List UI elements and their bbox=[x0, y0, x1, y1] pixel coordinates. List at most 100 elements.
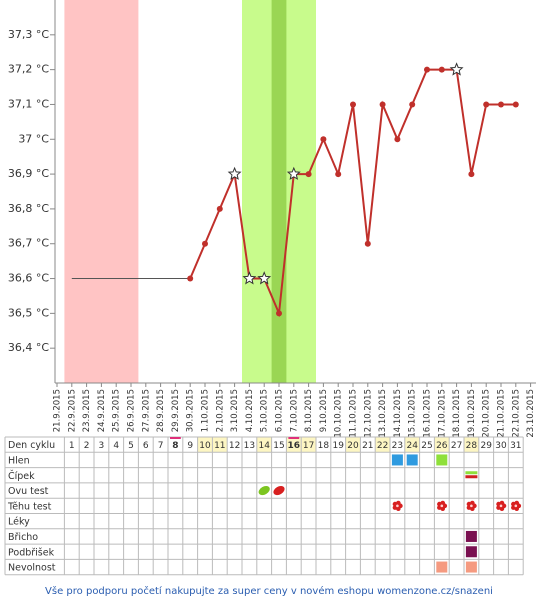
day-highlight bbox=[301, 437, 316, 453]
day-number: 12 bbox=[229, 441, 240, 451]
x-tick-label: 15.10.2015 bbox=[408, 389, 418, 438]
day-number: 5 bbox=[128, 441, 134, 451]
y-tick-label: 37,1 °C bbox=[8, 97, 49, 110]
x-tick-label: 20.10.2015 bbox=[482, 389, 492, 438]
x-tick-label: 27.9.2015 bbox=[141, 389, 151, 432]
dot-marker bbox=[512, 101, 519, 108]
day-number: 11 bbox=[214, 441, 225, 451]
dot-marker bbox=[379, 101, 386, 108]
day-marker bbox=[170, 437, 181, 439]
star-marker bbox=[449, 62, 464, 76]
salmon-square bbox=[436, 561, 448, 573]
row-label: Ovu test bbox=[8, 486, 49, 497]
day-number: 20 bbox=[347, 441, 359, 451]
x-tick-label: 10.10.2015 bbox=[334, 389, 344, 438]
x-tick-label: 25.9.2015 bbox=[112, 389, 122, 432]
dot-marker bbox=[187, 275, 194, 282]
flower-center bbox=[396, 504, 399, 508]
y-tick-label: 36,8 °C bbox=[8, 202, 49, 215]
day-number: 26 bbox=[436, 441, 448, 451]
green-red-bar bbox=[465, 475, 478, 479]
day-number: 16 bbox=[288, 441, 301, 451]
day-number: 1 bbox=[69, 441, 75, 451]
dot-marker bbox=[216, 205, 223, 212]
day-highlight bbox=[464, 437, 479, 453]
star-marker bbox=[257, 271, 272, 285]
x-tick-label: 22.9.2015 bbox=[67, 389, 77, 432]
x-tick-label: 24.9.2015 bbox=[97, 389, 107, 432]
dot-marker bbox=[305, 171, 312, 178]
day-number: 21 bbox=[362, 441, 373, 451]
day-number: 18 bbox=[318, 441, 330, 451]
dot-marker bbox=[438, 66, 445, 73]
x-tick-label: 18.10.2015 bbox=[452, 389, 462, 438]
dot-marker bbox=[409, 101, 416, 108]
day-number: 31 bbox=[510, 441, 521, 451]
row-label: Den cyklu bbox=[8, 440, 55, 451]
y-tick-label: 36,6 °C bbox=[8, 272, 49, 285]
day-number: 9 bbox=[187, 441, 193, 451]
x-tick-label: 17.10.2015 bbox=[437, 389, 447, 438]
bands bbox=[64, 0, 316, 383]
row-label: Podbřišek bbox=[8, 547, 55, 558]
day-highlight bbox=[434, 437, 450, 453]
x-tick-label: 5.10.2015 bbox=[260, 389, 270, 432]
dot-marker bbox=[468, 171, 475, 178]
day-number: 25 bbox=[421, 441, 432, 451]
day-highlight bbox=[345, 437, 361, 453]
x-tick-label: 9.10.2015 bbox=[319, 389, 329, 432]
flower-center bbox=[514, 504, 518, 508]
flower-center bbox=[440, 504, 444, 508]
day-number: 23 bbox=[392, 441, 403, 451]
blue-square bbox=[391, 454, 403, 466]
day-highlight bbox=[375, 437, 390, 453]
day-number: 7 bbox=[158, 441, 164, 451]
x-tick-label: 1.10.2015 bbox=[201, 389, 211, 432]
day-number: 30 bbox=[495, 441, 507, 451]
row-label: Břicho bbox=[8, 532, 38, 543]
x-tick-label: 19.10.2015 bbox=[467, 389, 477, 438]
dot-marker bbox=[424, 66, 430, 73]
day-number: 24 bbox=[406, 441, 418, 451]
x-tick-label: 11.10.2015 bbox=[349, 389, 359, 438]
y-tick-label: 36,9 °C bbox=[8, 167, 49, 180]
x-tick-label: 30.9.2015 bbox=[186, 389, 196, 432]
x-tick-label: 13.10.2015 bbox=[378, 389, 388, 438]
petal bbox=[499, 500, 505, 506]
flower-center bbox=[499, 504, 503, 508]
petal bbox=[511, 505, 516, 510]
petal bbox=[470, 500, 475, 506]
petal bbox=[496, 505, 501, 510]
x-tick-label: 12.10.2015 bbox=[363, 389, 373, 438]
x-tick-label: 29.9.2015 bbox=[171, 389, 181, 432]
day-number: 2 bbox=[84, 441, 90, 451]
row-label: Hlen bbox=[8, 455, 30, 466]
petal bbox=[396, 500, 401, 506]
footer-link[interactable]: Vše pro podporu početí nakupujte za supe… bbox=[45, 585, 493, 597]
x-tick-label: 8.10.2015 bbox=[304, 389, 314, 432]
dot-marker bbox=[202, 240, 208, 247]
dot-marker bbox=[483, 101, 490, 108]
row-label: Nevolnost bbox=[8, 563, 56, 574]
x-tick-label: 23.9.2015 bbox=[82, 389, 92, 432]
day-marker bbox=[288, 437, 300, 439]
x-tick-label: 28.9.2015 bbox=[156, 389, 166, 432]
x-tick-label: 21.10.2015 bbox=[497, 389, 507, 438]
dot-marker bbox=[364, 240, 371, 247]
x-tick-label: 7.10.2015 bbox=[289, 389, 299, 432]
flower bbox=[466, 500, 477, 512]
salmon-square bbox=[465, 561, 477, 573]
day-number: 29 bbox=[480, 441, 492, 451]
star-marker bbox=[286, 166, 301, 180]
y-tick-label: 37 °C bbox=[18, 132, 49, 145]
row-label: Léky bbox=[8, 517, 30, 528]
day-highlight bbox=[286, 437, 302, 453]
purple-square bbox=[465, 530, 477, 542]
star-marker bbox=[227, 166, 242, 180]
dot-marker bbox=[276, 310, 282, 317]
day-number: 13 bbox=[244, 441, 255, 451]
day-number: 14 bbox=[258, 441, 270, 451]
x-tick-label: 21.9.2015 bbox=[53, 389, 63, 432]
